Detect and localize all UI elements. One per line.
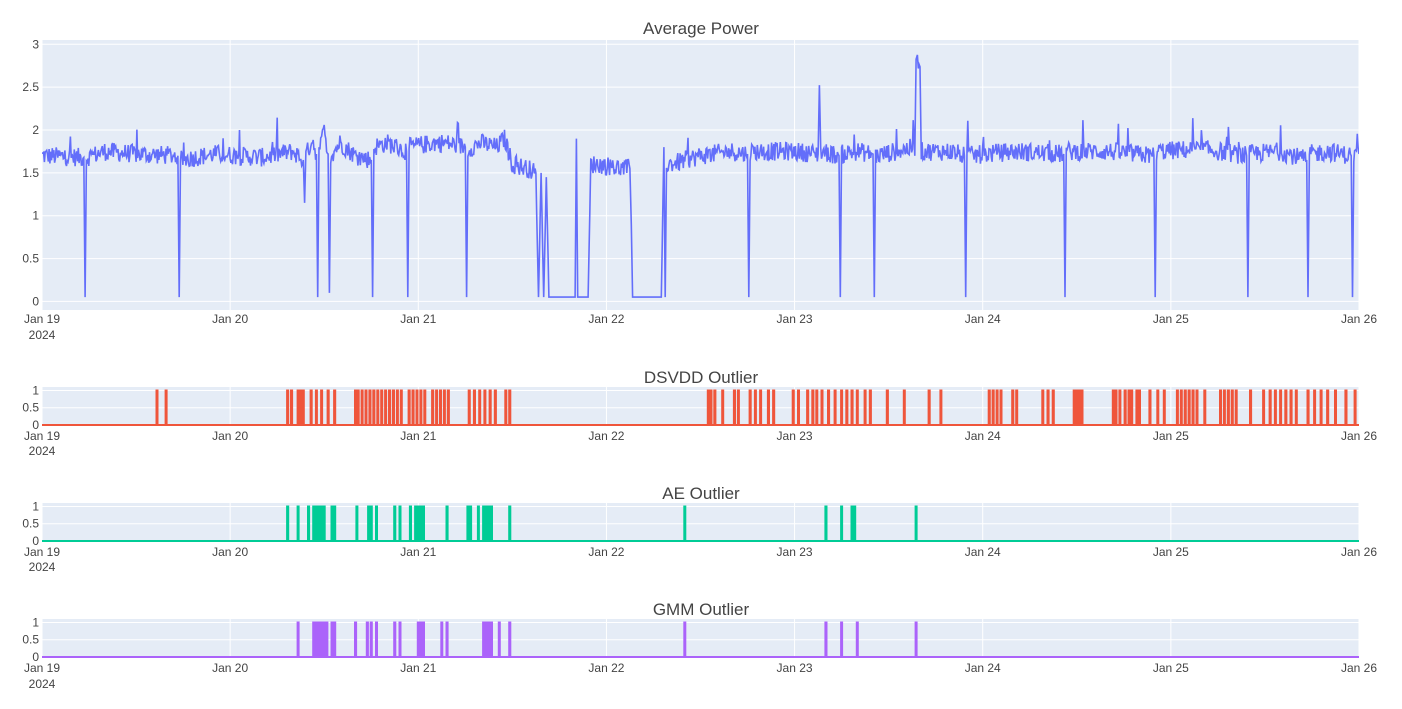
series-line-average-power xyxy=(42,54,1359,298)
plot-background xyxy=(42,40,1359,310)
y-tick-label: 1 xyxy=(32,499,39,513)
x-tick-label: Jan 21 xyxy=(400,429,436,443)
y-tick-label: 0.5 xyxy=(22,517,39,531)
x-tick-label: Jan 21 xyxy=(400,545,436,559)
x-year-label: 2024 xyxy=(29,560,56,574)
x-tick-label: Jan 25 xyxy=(1153,661,1189,675)
series-line-outlier xyxy=(42,505,1359,542)
x-tick-label: Jan 20 xyxy=(212,312,248,326)
chart-title: Average Power xyxy=(643,19,759,38)
y-tick-label: 3 xyxy=(32,37,39,51)
x-tick-label: Jan 25 xyxy=(1153,545,1189,559)
chart-panel-4: Jan 19 Jan 20 Jan 21 Jan 22 Jan 23 Jan 24 Jan … xyxy=(22,600,1377,691)
x-tick-label: Jan 23 xyxy=(777,429,813,443)
x-tick-label: Jan 20 xyxy=(212,661,248,675)
x-tick-label: Jan 19 xyxy=(24,545,60,559)
chart-title: GMM Outlier xyxy=(653,600,750,619)
chart-panel-3: Jan 19 Jan 20 Jan 21 Jan 22 Jan 23 Jan 24 Jan … xyxy=(22,484,1377,574)
x-tick-label: Jan 26 xyxy=(1341,312,1377,326)
x-tick-label: Jan 24 xyxy=(965,545,1001,559)
x-tick-label: Jan 23 xyxy=(777,545,813,559)
y-tick-label: 1 xyxy=(32,615,39,629)
y-tick-label: 0 xyxy=(32,650,39,664)
series-line-outlier xyxy=(42,389,1359,426)
x-tick-label: Jan 22 xyxy=(588,545,624,559)
x-year-label: 2024 xyxy=(29,328,56,342)
x-tick-label: Jan 19 xyxy=(24,429,60,443)
y-tick-label: 1.5 xyxy=(22,166,39,180)
chart-panel-2: Jan 19 Jan 20 Jan 21 Jan 22 Jan 23 Jan 24 Jan … xyxy=(22,368,1377,458)
x-tick-label: Jan 22 xyxy=(588,312,624,326)
x-tick-label: Jan 21 xyxy=(400,661,436,675)
chart-title: AE Outlier xyxy=(662,484,740,503)
y-tick-label: 0.5 xyxy=(22,401,39,415)
series-line-outlier xyxy=(42,621,1359,658)
y-tick-label: 2.5 xyxy=(22,80,39,94)
x-tick-label: Jan 20 xyxy=(212,429,248,443)
x-tick-label: Jan 25 xyxy=(1153,312,1189,326)
y-tick-label: 0.5 xyxy=(22,633,39,647)
x-tick-label: Jan 24 xyxy=(965,429,1001,443)
x-tick-label: Jan 22 xyxy=(588,661,624,675)
x-year-label: 2024 xyxy=(29,677,56,691)
x-year-label: 2024 xyxy=(29,444,56,458)
y-tick-label: 0 xyxy=(32,418,39,432)
x-tick-label: Jan 26 xyxy=(1341,429,1377,443)
plot-background xyxy=(42,387,1359,425)
chart-panel-1: Jan 19 Jan 20 Jan 21 Jan 22 Jan 23 Jan 24 Jan … xyxy=(22,19,1377,342)
x-tick-label: Jan 21 xyxy=(400,312,436,326)
y-tick-label: 0 xyxy=(32,294,39,308)
y-tick-label: 0.5 xyxy=(22,252,39,266)
x-tick-label: Jan 26 xyxy=(1341,661,1377,675)
x-tick-label: Jan 19 xyxy=(24,312,60,326)
y-tick-label: 0 xyxy=(32,534,39,548)
x-tick-label: Jan 20 xyxy=(212,545,248,559)
x-tick-label: Jan 19 xyxy=(24,661,60,675)
plot-background xyxy=(42,619,1359,657)
x-tick-label: Jan 24 xyxy=(965,661,1001,675)
x-tick-label: Jan 26 xyxy=(1341,545,1377,559)
x-tick-label: Jan 22 xyxy=(588,429,624,443)
x-tick-label: Jan 23 xyxy=(777,661,813,675)
y-tick-label: 2 xyxy=(32,123,39,137)
x-tick-label: Jan 23 xyxy=(777,312,813,326)
x-tick-label: Jan 25 xyxy=(1153,429,1189,443)
x-tick-label: Jan 24 xyxy=(965,312,1001,326)
y-tick-label: 1 xyxy=(32,383,39,397)
chart-title: DSVDD Outlier xyxy=(644,368,759,387)
plot-background xyxy=(42,503,1359,541)
y-tick-label: 1 xyxy=(32,209,39,223)
